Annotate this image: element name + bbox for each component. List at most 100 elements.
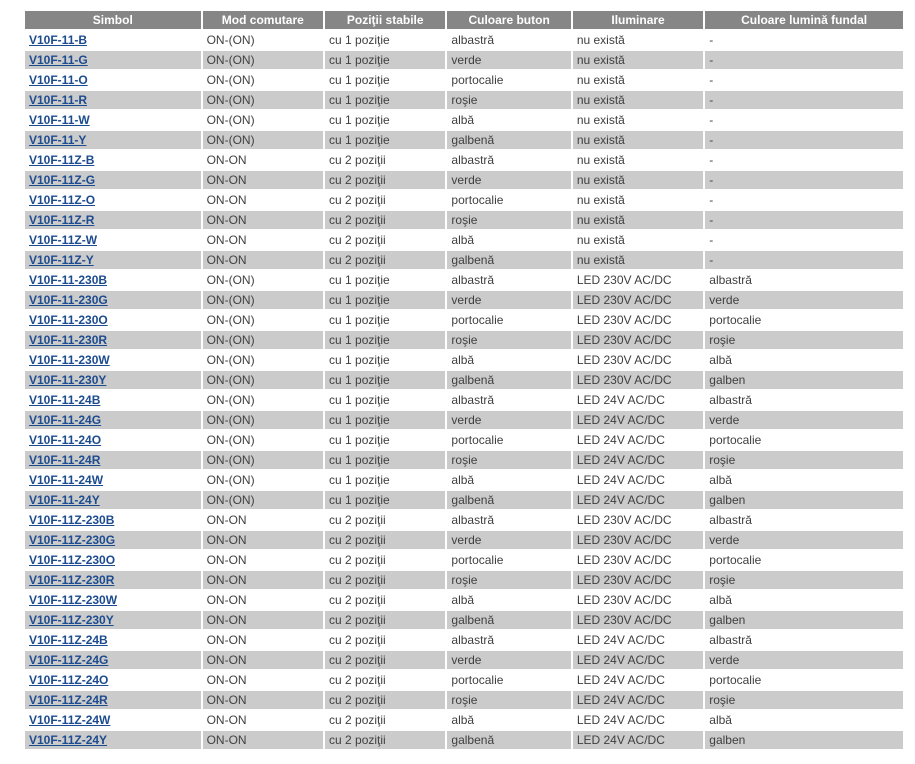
product-link[interactable]: V10F-11-230W [29, 353, 110, 367]
product-link[interactable]: V10F-11-230Y [29, 373, 107, 387]
cell-culoare-buton: verde [447, 651, 571, 669]
cell-simbol: V10F-11Z-230R [25, 571, 201, 589]
product-link[interactable]: V10F-11Z-G [29, 173, 96, 187]
cell-simbol: V10F-11-24R [25, 451, 201, 469]
product-link[interactable]: V10F-11-230O [29, 313, 108, 327]
cell-iluminare: nu există [572, 111, 704, 129]
cell-mod-comutare: ON-(ON) [202, 351, 323, 369]
cell-mod-comutare: ON-ON [202, 591, 323, 609]
cell-iluminare: LED 24V AC/DC [572, 411, 704, 429]
cell-culoare-lumina-fundal: portocalie [705, 431, 903, 449]
cell-mod-comutare: ON-ON [202, 711, 323, 729]
cell-simbol: V10F-11-O [25, 71, 201, 89]
cell-culoare-buton: galbenă [447, 371, 571, 389]
cell-iluminare: nu există [572, 131, 704, 149]
cell-simbol: V10F-11Z-O [25, 191, 201, 209]
cell-mod-comutare: ON-(ON) [202, 291, 323, 309]
cell-mod-comutare: ON-ON [202, 231, 323, 249]
cell-culoare-lumina-fundal: galben [705, 611, 903, 629]
product-link[interactable]: V10F-11Z-24R [29, 693, 108, 707]
product-link[interactable]: V10F-11-W [29, 113, 90, 127]
column-header-culoare-lumina-fundal: Culoare lumină fundal [705, 11, 903, 29]
cell-mod-comutare: ON-ON [202, 671, 323, 689]
product-link[interactable]: V10F-11Z-24W [29, 713, 111, 727]
cell-simbol: V10F-11Z-B [25, 151, 201, 169]
cell-pozitii-stabile: cu 2 poziţii [325, 671, 446, 689]
cell-iluminare: LED 230V AC/DC [572, 371, 704, 389]
cell-simbol: V10F-11Z-24R [25, 691, 201, 709]
product-link[interactable]: V10F-11Z-24O [29, 673, 109, 687]
cell-simbol: V10F-11-230W [25, 351, 201, 369]
product-link[interactable]: V10F-11-230R [29, 333, 108, 347]
cell-simbol: V10F-11Z-24B [25, 631, 201, 649]
column-header-pozitii-stabile: Poziţii stabile [325, 11, 446, 29]
product-link[interactable]: V10F-11-Y [29, 133, 87, 147]
cell-pozitii-stabile: cu 2 poziţii [325, 571, 446, 589]
column-header-mod-comutare: Mod comutare [202, 11, 323, 29]
cell-mod-comutare: ON-ON [202, 571, 323, 589]
cell-culoare-lumina-fundal: verde [705, 291, 903, 309]
product-link[interactable]: V10F-11Z-R [29, 213, 95, 227]
table-body: V10F-11-B ON-(ON) cu 1 poziţie albastră nu e… [25, 31, 903, 749]
product-link[interactable]: V10F-11Z-W [29, 233, 98, 247]
product-link[interactable]: V10F-11Z-24Y [29, 733, 108, 747]
cell-culoare-lumina-fundal: albastră [705, 631, 903, 649]
cell-iluminare: nu există [572, 51, 704, 69]
cell-pozitii-stabile: cu 2 poziţii [325, 591, 446, 609]
cell-iluminare: nu există [572, 31, 704, 49]
product-link[interactable]: V10F-11-O [29, 73, 88, 87]
cell-pozitii-stabile: cu 2 poziţii [325, 551, 446, 569]
product-link[interactable]: V10F-11Z-230W [29, 593, 118, 607]
product-link[interactable]: V10F-11-24R [29, 453, 101, 467]
cell-simbol: V10F-11-230B [25, 271, 201, 289]
cell-iluminare: LED 24V AC/DC [572, 391, 704, 409]
product-link[interactable]: V10F-11-24O [29, 433, 102, 447]
cell-culoare-lumina-fundal: - [705, 251, 903, 269]
cell-culoare-buton: portocalie [447, 311, 571, 329]
cell-culoare-lumina-fundal: verde [705, 531, 903, 549]
table-row: V10F-11Z-24W ON-ON cu 2 poziţii albă LED 24V… [25, 711, 903, 729]
cell-culoare-buton: albastră [447, 271, 571, 289]
table-row: V10F-11-O ON-(ON) cu 1 poziţie portocalie nu… [25, 71, 903, 89]
product-link[interactable]: V10F-11Z-230G [29, 533, 116, 547]
cell-pozitii-stabile: cu 2 poziţii [325, 531, 446, 549]
product-link[interactable]: V10F-11-G [29, 53, 88, 67]
cell-pozitii-stabile: cu 1 poziţie [325, 51, 446, 69]
product-link[interactable]: V10F-11-R [29, 93, 88, 107]
cell-simbol: V10F-11-230G [25, 291, 201, 309]
product-link[interactable]: V10F-11-B [29, 33, 88, 47]
product-link[interactable]: V10F-11-24W [29, 473, 104, 487]
table-row: V10F-11Z-230W ON-ON cu 2 poziţii albă LED 23… [25, 591, 903, 609]
cell-pozitii-stabile: cu 1 poziţie [325, 31, 446, 49]
product-link[interactable]: V10F-11-24Y [29, 493, 100, 507]
product-link[interactable]: V10F-11-230B [29, 273, 108, 287]
product-link[interactable]: V10F-11Z-O [29, 193, 96, 207]
cell-simbol: V10F-11-24G [25, 411, 201, 429]
product-link[interactable]: V10F-11-24B [29, 393, 101, 407]
table-row: V10F-11Z-230Y ON-ON cu 2 poziţii galbenă LED… [25, 611, 903, 629]
table-row: V10F-11-230O ON-(ON) cu 1 poziţie portocali… [25, 311, 903, 329]
cell-mod-comutare: ON-ON [202, 551, 323, 569]
product-link[interactable]: V10F-11Z-230R [29, 573, 115, 587]
product-link[interactable]: V10F-11Z-24B [29, 633, 108, 647]
product-link[interactable]: V10F-11-24G [29, 413, 102, 427]
product-link[interactable]: V10F-11Z-Y [29, 253, 94, 267]
cell-culoare-buton: verde [447, 411, 571, 429]
cell-culoare-lumina-fundal: - [705, 231, 903, 249]
cell-simbol: V10F-11Z-230B [25, 511, 201, 529]
product-link[interactable]: V10F-11Z-230O [29, 553, 116, 567]
cell-pozitii-stabile: cu 1 poziţie [325, 371, 446, 389]
cell-mod-comutare: ON-(ON) [202, 431, 323, 449]
cell-pozitii-stabile: cu 1 poziţie [325, 291, 446, 309]
product-link[interactable]: V10F-11-230G [29, 293, 108, 307]
cell-iluminare: LED 230V AC/DC [572, 291, 704, 309]
product-link[interactable]: V10F-11Z-B [29, 153, 95, 167]
table-row: V10F-11Z-24B ON-ON cu 2 poziţii albastră LED… [25, 631, 903, 649]
product-link[interactable]: V10F-11Z-230Y [29, 613, 114, 627]
cell-pozitii-stabile: cu 2 poziţii [325, 651, 446, 669]
cell-simbol: V10F-11Z-R [25, 211, 201, 229]
product-link[interactable]: V10F-11Z-230B [29, 513, 115, 527]
cell-pozitii-stabile: cu 1 poziţie [325, 431, 446, 449]
table-row: V10F-11Z-24Y ON-ON cu 2 poziţii galbenă LED … [25, 731, 903, 749]
product-link[interactable]: V10F-11Z-24G [29, 653, 109, 667]
